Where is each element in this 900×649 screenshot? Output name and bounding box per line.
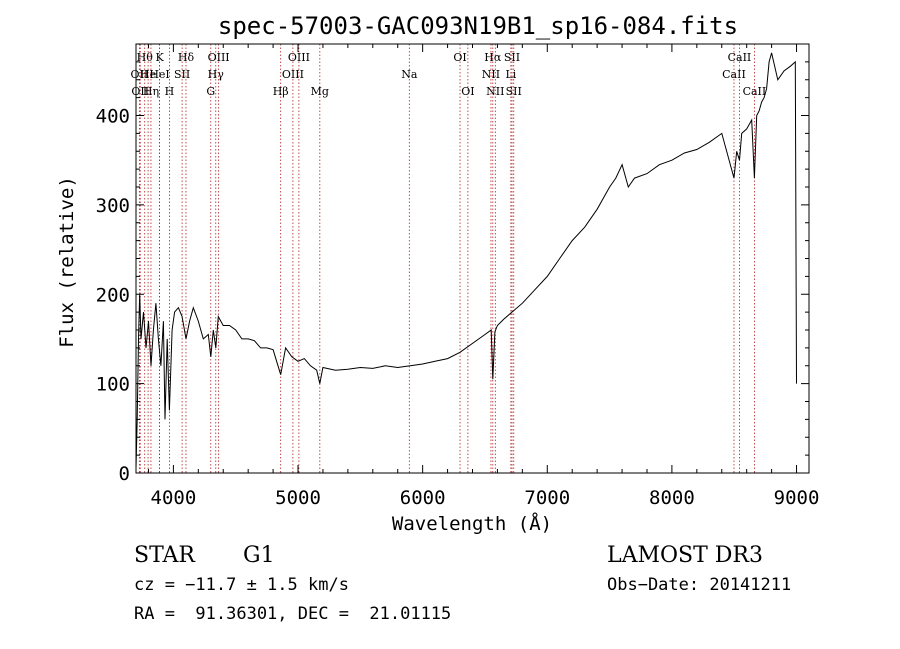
line-marker-label: Hα <box>484 51 502 64</box>
x-tick-label: 7000 <box>524 487 570 509</box>
line-marker-label: Hβ <box>273 85 289 98</box>
spectrum-series <box>135 52 797 469</box>
chart-title: spec-57003-GAC093N19B1_sp16-084.fits <box>218 12 738 40</box>
line-marker-label: SII <box>506 85 522 98</box>
y-tick-label: 400 <box>96 106 130 128</box>
line-marker-label: H <box>165 85 175 98</box>
line-marker-label: CaII <box>743 85 767 98</box>
emission-line-markers: OIIOIIHθHeHηKHeIHSIIHδGHγOIIIHβOIIIOIIIM… <box>131 44 767 473</box>
y-axis-ticks: 0 100 200 300 400 <box>96 61 809 485</box>
line-marker-label: Hη <box>143 85 159 98</box>
line-marker-label: OIII <box>288 51 310 64</box>
survey-name: LAMOST DR3 <box>607 543 763 568</box>
line-marker-label: SII <box>504 51 520 64</box>
spectrum-line <box>135 52 797 469</box>
y-tick-label: 100 <box>96 374 130 396</box>
line-marker-label: He <box>140 68 156 81</box>
object-subclass: G1 <box>243 543 275 568</box>
plot-frame <box>135 43 810 474</box>
line-marker-label: CaII <box>722 68 746 81</box>
line-marker-label: NII <box>482 68 500 81</box>
line-marker-label: OIII <box>282 68 304 81</box>
line-marker-label: Hγ <box>208 68 225 81</box>
redshift-readout: cz = −11.7 ± 1.5 km/s <box>134 575 349 595</box>
line-marker-label: Na <box>401 68 418 81</box>
y-tick-label: 200 <box>96 284 130 306</box>
x-tick-label: 9000 <box>774 487 820 509</box>
line-marker-label: SII <box>174 68 190 81</box>
line-marker-label: Hθ <box>137 51 154 64</box>
x-tick-label: 4000 <box>151 487 197 509</box>
line-marker-label: K <box>155 51 164 64</box>
y-tick-label: 300 <box>96 195 130 217</box>
line-marker-label: G <box>206 85 215 98</box>
line-marker-label: HeI <box>149 68 169 81</box>
x-tick-label: 8000 <box>649 487 695 509</box>
line-marker-label: CaII <box>728 51 752 64</box>
line-marker-label: Mg <box>311 85 329 98</box>
line-marker-label: OI <box>453 51 466 64</box>
line-marker-label: OI <box>461 85 474 98</box>
x-tick-label: 5000 <box>275 487 321 509</box>
line-marker-label: Hδ <box>178 51 195 64</box>
line-marker-label: NII <box>486 85 504 98</box>
object-class: STAR <box>134 543 196 568</box>
y-axis-label: Flux (relative) <box>56 176 78 348</box>
y-tick-label: 0 <box>119 463 130 485</box>
line-marker-label: OII <box>131 68 149 81</box>
x-axis-label: Wavelength (Å) <box>392 512 552 535</box>
x-axis-ticks: 4000 5000 6000 7000 8000 9000 <box>147 44 820 509</box>
line-marker-label: OIII <box>208 51 230 64</box>
obs-date: Obs−Date: 20141211 <box>607 575 791 595</box>
line-marker-label: Li <box>505 68 516 81</box>
coordinates-readout: RA = 91.36301, DEC = 21.01115 <box>134 604 451 624</box>
x-tick-label: 6000 <box>400 487 446 509</box>
